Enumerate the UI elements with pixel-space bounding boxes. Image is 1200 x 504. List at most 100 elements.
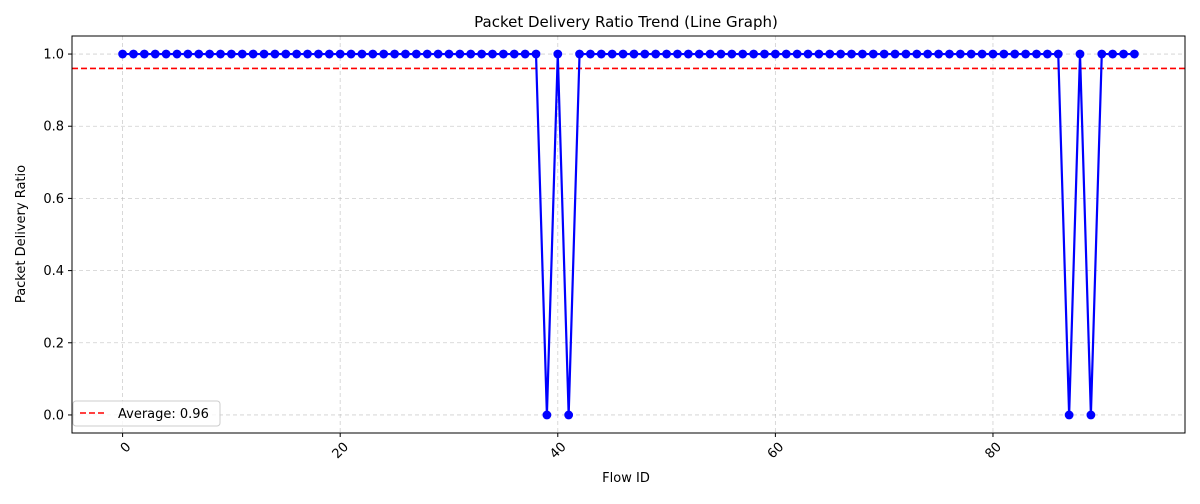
pdr-data-point <box>455 49 465 59</box>
pdr-data-point <box>172 49 182 59</box>
pdr-data-point <box>618 49 628 59</box>
pdr-data-point <box>738 49 748 59</box>
pdr-data-point <box>1119 49 1128 59</box>
legend-average-label: Average: 0.96 <box>118 407 209 422</box>
pdr-data-point <box>803 49 813 59</box>
pdr-data-point <box>477 49 487 59</box>
pdr-data-point <box>422 49 432 59</box>
pdr-data-point <box>226 49 236 59</box>
y-tick-label: 0.0 <box>43 408 64 423</box>
x-tick-label: 0 <box>118 440 134 456</box>
pdr-data-point <box>792 49 802 59</box>
pdr-data-point <box>890 49 900 59</box>
pdr-data-point <box>139 49 149 59</box>
plot-frame <box>71 35 1186 434</box>
pdr-data-point <box>357 49 367 59</box>
pdr-data-point <box>825 49 835 59</box>
pdr-data-point <box>303 49 312 59</box>
pdr-data-point <box>662 49 671 59</box>
pdr-data-point <box>433 49 443 59</box>
pdr-data-point <box>596 49 606 59</box>
pdr-data-point <box>444 49 454 59</box>
pdr-data-point <box>270 49 280 59</box>
pdr-data-point <box>314 49 323 59</box>
pdr-data-point <box>945 49 954 59</box>
pdr-data-point <box>335 49 345 59</box>
y-tick-label: 0.6 <box>43 192 64 207</box>
legend-box <box>72 400 221 427</box>
x-tick-label: 60 <box>765 440 787 462</box>
pdr-data-point <box>509 49 519 59</box>
pdr-data-point <box>248 49 258 59</box>
pdr-data-point <box>466 49 476 59</box>
pdr-data-point <box>118 49 127 59</box>
pdr-data-point <box>324 49 334 59</box>
x-tick-label: 40 <box>547 440 569 462</box>
pdr-data-point <box>564 410 574 420</box>
pdr-data-point <box>673 49 682 59</box>
pdr-data-point <box>694 49 704 59</box>
pdr-data-point <box>836 49 846 59</box>
pdr-data-point <box>1053 49 1063 59</box>
pdr-data-point <box>292 49 302 59</box>
pdr-data-point <box>1086 410 1096 420</box>
pdr-data-point <box>1042 49 1052 59</box>
pdr-data-point <box>999 49 1009 59</box>
pdr-data-point <box>727 49 737 59</box>
pdr-data-point <box>934 49 943 59</box>
pdr-data-point <box>868 49 878 59</box>
pdr-data-point <box>966 49 976 59</box>
pdr-data-point <box>705 49 715 59</box>
pdr-data-point <box>542 410 552 420</box>
pdr-data-point <box>923 49 933 59</box>
pdr-series-line <box>122 52 1135 417</box>
pdr-data-point <box>640 49 650 59</box>
pdr-data-point <box>977 49 987 59</box>
pdr-data-point <box>368 49 378 59</box>
pdr-data-point <box>901 49 911 59</box>
pdr-data-point <box>575 49 584 59</box>
legend: Average: 0.96 <box>72 400 221 427</box>
pdr-data-point <box>988 49 998 59</box>
pdr-data-point <box>237 49 247 59</box>
x-axis-ticks: 0 20 40 60 80 <box>118 433 1005 462</box>
grid-layer <box>72 36 1185 433</box>
pdr-data-point <box>205 49 215 59</box>
pdr-data-point <box>498 49 508 59</box>
pdr-data-point <box>1075 49 1085 59</box>
pdr-data-point <box>1021 49 1031 59</box>
pdr-data-point <box>1064 410 1074 420</box>
pdr-data-point <box>770 49 780 59</box>
pdr-data-point <box>607 49 617 59</box>
pdr-data-point <box>1097 49 1107 59</box>
x-axis-label: Flow ID <box>602 471 650 486</box>
pdr-data-point <box>814 49 824 59</box>
pdr-data-point <box>858 49 867 59</box>
pdr-data-point <box>760 49 769 59</box>
pdr-data-point <box>194 49 204 59</box>
y-tick-label: 0.8 <box>43 120 64 135</box>
pdr-data-point <box>520 49 530 59</box>
y-axis-ticks: 0.0 0.2 0.4 0.6 0.8 1.0 <box>43 48 72 423</box>
pdr-data-point <box>531 49 541 59</box>
pdr-data-point <box>379 49 389 59</box>
pdr-data-point <box>781 49 791 59</box>
data-layer <box>118 49 1139 420</box>
pdr-data-point <box>150 49 160 59</box>
pdr-data-point <box>161 49 171 59</box>
pdr-data-point <box>390 49 399 59</box>
pdr-data-point <box>216 49 225 59</box>
pdr-data-point <box>749 49 759 59</box>
pdr-data-point <box>1032 49 1041 59</box>
pdr-data-point <box>629 49 639 59</box>
pdr-data-point <box>1130 49 1139 59</box>
pdr-data-point <box>346 49 356 59</box>
pdr-data-point <box>281 49 291 59</box>
pdr-data-point <box>879 49 889 59</box>
y-tick-label: 0.4 <box>43 264 64 279</box>
chart-title: Packet Delivery Ratio Trend (Line Graph) <box>474 13 778 31</box>
pdr-data-point <box>183 49 193 59</box>
y-axis-label: Packet Delivery Ratio <box>14 165 29 303</box>
